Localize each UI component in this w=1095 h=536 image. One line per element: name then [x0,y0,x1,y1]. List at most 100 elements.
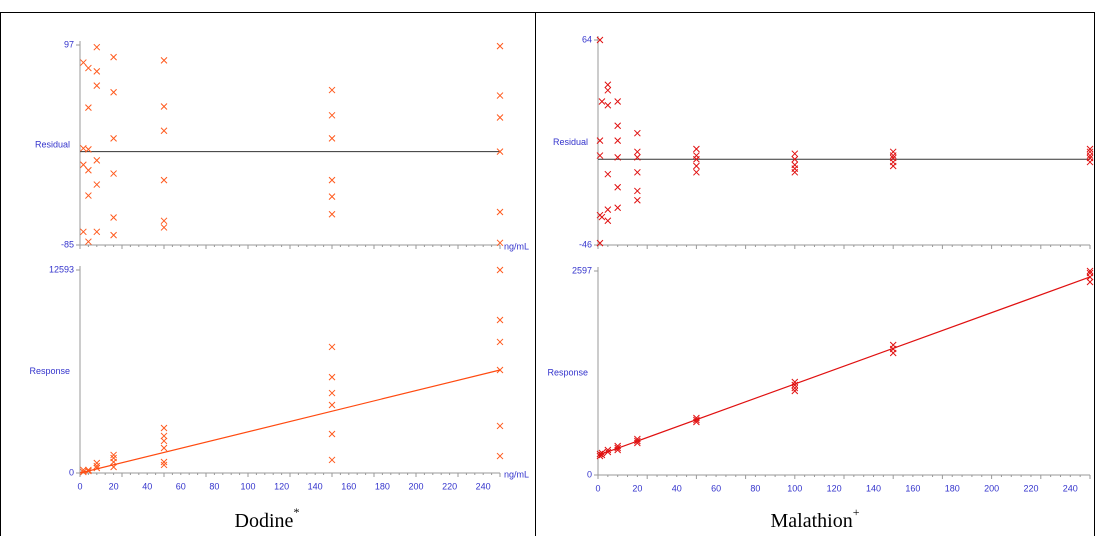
x-tick-label: 240 [476,481,491,491]
point [328,86,336,94]
point [110,231,117,239]
point [160,461,168,469]
y-axis-label: Residual [553,137,588,147]
x-tick-label: 220 [442,481,457,491]
x-tick-label: 160 [341,481,356,491]
x-tick-label: 220 [1023,483,1038,493]
point [1086,158,1094,166]
point [160,176,168,184]
point [889,349,897,357]
point [496,338,504,346]
point [596,239,604,247]
point [93,157,101,164]
point [93,43,101,51]
x-axis-label: ng/mL [504,469,529,479]
point [496,266,504,274]
point [160,224,168,231]
caption-sup: + [853,505,860,519]
point [80,228,87,236]
point [160,458,168,466]
point [1086,152,1094,159]
point [614,204,622,212]
y-tick-label: -85 [61,239,74,249]
point [604,81,612,89]
point [93,459,101,467]
x-tick-label: 40 [142,481,152,491]
y-tick-label: 0 [587,469,592,479]
x-tick-label: 100 [787,483,802,493]
point [328,389,336,397]
point [598,213,606,221]
point [110,88,117,96]
point [889,162,897,170]
x-tick-label: 100 [240,481,255,491]
point [160,432,168,440]
point [634,439,641,447]
point [160,217,168,225]
point [93,181,101,188]
point [110,170,117,177]
point [93,464,101,472]
x-tick-label: 160 [905,483,920,493]
caption-text: Dodine [235,510,294,532]
point [693,155,700,163]
x-tick-label: 20 [109,481,119,491]
x-tick-label: 120 [274,481,289,491]
x-tick-label: 80 [209,481,219,491]
x-tick-label: 180 [945,483,960,493]
point [496,452,504,460]
point [889,152,897,159]
point [328,135,336,142]
point [496,208,504,216]
caption-sup: * [293,505,299,519]
point [160,444,168,452]
point [93,68,101,75]
point [634,129,641,137]
point [604,206,612,213]
y-axis-label: Residual [35,139,70,149]
point [85,64,92,72]
point [598,98,606,105]
point [634,148,641,156]
point [110,135,117,142]
fit-line [79,369,501,474]
point [693,168,700,176]
x-tick-label: 240 [1063,483,1078,493]
point [160,424,168,432]
x-tick-label: 200 [408,481,423,491]
x-tick-label: 120 [827,483,842,493]
point [85,238,92,246]
x-tick-label: 140 [308,481,323,491]
point [80,144,87,152]
point [596,152,604,159]
point [604,170,612,178]
point [596,36,604,44]
point [85,192,92,199]
point [85,146,92,153]
y-tick-label: 0 [69,467,74,477]
point [791,168,799,176]
point [328,430,336,438]
x-tick-label: 0 [77,481,82,491]
y-tick-label: 12593 [49,264,74,274]
point [614,137,622,144]
point [160,127,168,135]
point [85,104,92,111]
point [496,239,504,247]
point [791,150,799,158]
point [791,155,799,163]
point [634,187,641,195]
caption-text: Malathion [771,510,853,532]
point [496,316,504,324]
point [791,378,799,386]
y-tick-label: 2597 [572,265,592,275]
point [614,154,622,161]
x-tick-label: 140 [866,483,881,493]
point [160,57,168,64]
point [496,422,504,430]
point [1086,278,1094,286]
point [80,59,87,66]
point [80,161,87,169]
x-tick-label: 40 [672,483,682,493]
point [328,176,336,184]
